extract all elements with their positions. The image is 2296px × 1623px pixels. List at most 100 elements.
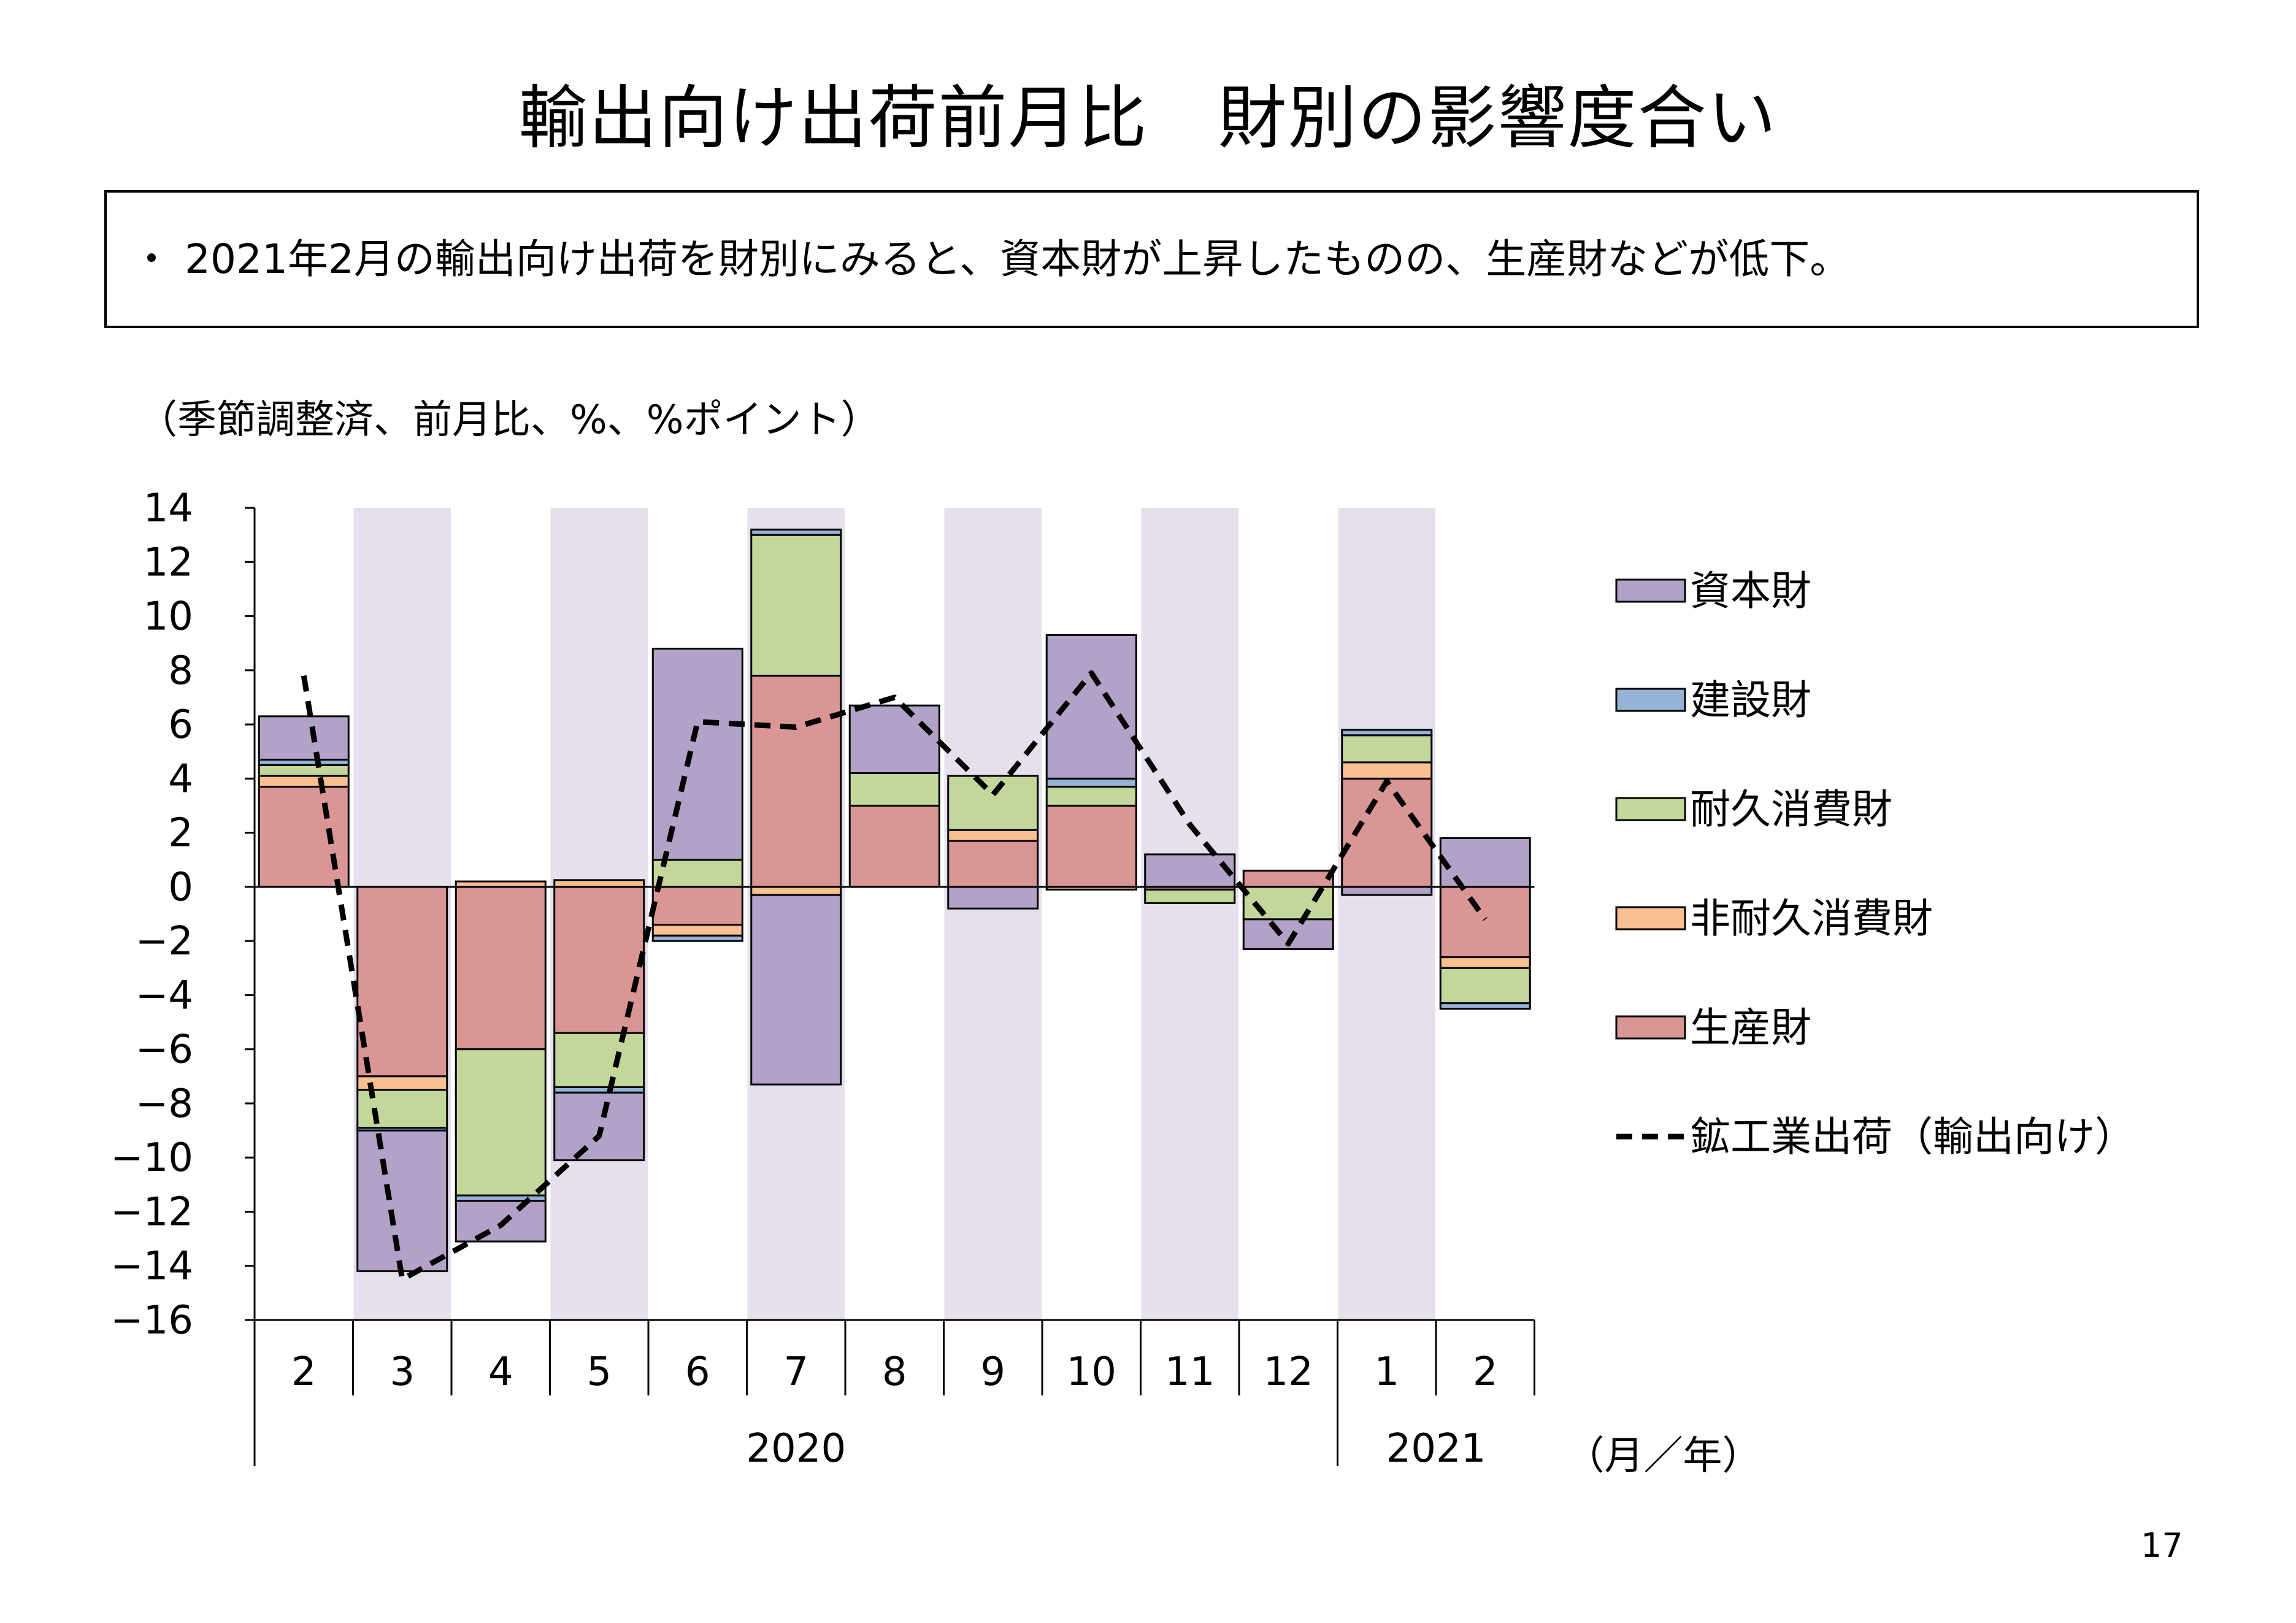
legend-label-construction: 建設財	[1690, 677, 1811, 724]
legend-label-line: 鉱工業出荷（輸出向け）	[1690, 1113, 2135, 1161]
bar-segment-capital	[848, 704, 940, 775]
bar-segment-capital	[750, 894, 842, 1086]
y-tick-label: −6	[136, 1027, 193, 1073]
bar-segment-capital	[356, 1129, 448, 1273]
x-tick-label: 3	[390, 1349, 415, 1395]
legend-label-nondurable: 非耐久消費財	[1690, 895, 1933, 942]
bar-segment-production	[356, 886, 448, 1078]
bar-segment-nondurable	[258, 775, 350, 788]
bar-segment-construction	[1439, 1002, 1531, 1010]
x-tick-label: 11	[1165, 1349, 1215, 1395]
line-layer	[301, 670, 1488, 1283]
shaded-column	[1338, 508, 1435, 1320]
bar-segment-construction	[1341, 729, 1433, 737]
y-tick-label: −16	[110, 1298, 193, 1343]
x-tick-label: 2	[291, 1349, 317, 1395]
bar-segment-durable	[1341, 734, 1433, 764]
y-tick-label: −4	[136, 973, 193, 1018]
bar-segment-durable	[947, 775, 1039, 831]
x-tick-label: 4	[488, 1349, 513, 1395]
bar-segment-capital	[651, 647, 743, 861]
x-tick-label: 6	[685, 1349, 710, 1395]
bar-segment-durable	[750, 534, 842, 677]
bar-segment-production	[947, 840, 1039, 888]
x-tick-label: 7	[783, 1349, 808, 1395]
year-label: 2020	[746, 1426, 846, 1471]
x-tick-label: 1	[1374, 1349, 1399, 1395]
bar-segment-capital	[258, 715, 350, 761]
legend-swatch-capital	[1615, 578, 1686, 603]
bar-layer	[258, 528, 1531, 1273]
bar-segment-construction	[750, 528, 842, 536]
bar-segment-capital	[1045, 634, 1137, 780]
legend-swatch-durable	[1615, 797, 1686, 821]
x-tick-label: 12	[1264, 1349, 1313, 1395]
shaded-column	[944, 508, 1042, 1320]
x-tick-label: 2	[1473, 1349, 1498, 1395]
shaded-column	[1141, 508, 1238, 1320]
bar-segment-durable	[848, 772, 940, 807]
y-tick-label: 4	[168, 756, 193, 802]
line-series-exports	[301, 670, 1488, 1283]
bar-segment-capital	[1144, 853, 1236, 888]
bar-segment-nondurable	[750, 886, 842, 896]
x-unit-label: （月／年）	[1565, 1433, 1762, 1479]
x-tick-label: 9	[980, 1349, 1005, 1395]
bar-segment-production	[455, 886, 547, 1051]
y-tick-label: −8	[136, 1081, 193, 1127]
bar-segment-production	[1045, 804, 1137, 888]
bar-segment-capital	[455, 1200, 547, 1243]
bar-segment-production	[848, 804, 940, 888]
bar-segment-nondurable	[651, 924, 743, 937]
x-tick-label: 8	[882, 1349, 907, 1395]
bar-segment-nondurable	[947, 829, 1039, 842]
y-tick-label: 14	[144, 486, 193, 531]
page-title: 輸出向け出荷前月比 財別の影響度合い	[518, 79, 1778, 158]
summary-box: ・ 2021年2月の輸出向け出荷を財別にみると、資本財が上昇したものの、生産財な…	[104, 190, 2199, 328]
legend-swatch-nondurable	[1615, 906, 1686, 930]
bar-segment-durable	[455, 1048, 547, 1197]
bar-segment-capital	[1341, 886, 1433, 896]
bar-segment-durable	[553, 1032, 645, 1088]
bar-segment-nondurable	[1439, 956, 1531, 969]
legend-label-production: 生産財	[1690, 1004, 1811, 1051]
bar-segment-construction	[1045, 777, 1137, 788]
summary-text: ・ 2021年2月の輸出向け出荷を財別にみると、資本財が上昇したものの、生産財な…	[131, 236, 1851, 283]
bar-segment-production	[651, 886, 743, 926]
y-tick-label: −12	[110, 1189, 193, 1235]
x-tick-label: 10	[1067, 1349, 1116, 1395]
y-tick-label: −2	[136, 919, 193, 964]
bar-segment-production	[258, 786, 350, 888]
y-tick-label: 6	[168, 702, 193, 748]
y-tick-label: 10	[144, 594, 193, 640]
y-tick-label: 12	[144, 540, 193, 585]
y-tick-label: 8	[168, 648, 193, 694]
legend-swatch-production	[1615, 1015, 1686, 1040]
bar-segment-production	[750, 675, 842, 888]
bar-segment-durable	[1144, 888, 1236, 904]
bar-segment-production	[1439, 886, 1531, 959]
unit-note: （季節調整済、前月比、%、%ポイント）	[138, 397, 880, 443]
bar-segment-capital	[553, 1091, 645, 1162]
legend-swatch-construction	[1615, 688, 1686, 712]
bar-segment-construction	[651, 934, 743, 942]
bar-segment-nondurable	[553, 879, 645, 888]
legend-label-capital: 資本財	[1690, 567, 1811, 615]
bar-segment-durable	[1045, 786, 1137, 807]
y-tick-label: −14	[110, 1244, 193, 1289]
bar-segment-capital	[947, 886, 1039, 910]
page-number: 17	[2141, 1526, 2183, 1565]
y-tick-label: 2	[168, 811, 193, 856]
bar-segment-nondurable	[1341, 761, 1433, 780]
x-tick-label: 5	[586, 1349, 612, 1395]
y-tick-label: 0	[168, 865, 193, 910]
legend-label-durable: 耐久消費財	[1690, 786, 1892, 833]
bar-segment-production	[1242, 869, 1334, 888]
bar-segment-durable	[258, 764, 350, 777]
bar-segment-durable	[1439, 967, 1531, 1005]
year-label: 2021	[1386, 1426, 1486, 1471]
y-tick-label: −10	[110, 1135, 193, 1181]
